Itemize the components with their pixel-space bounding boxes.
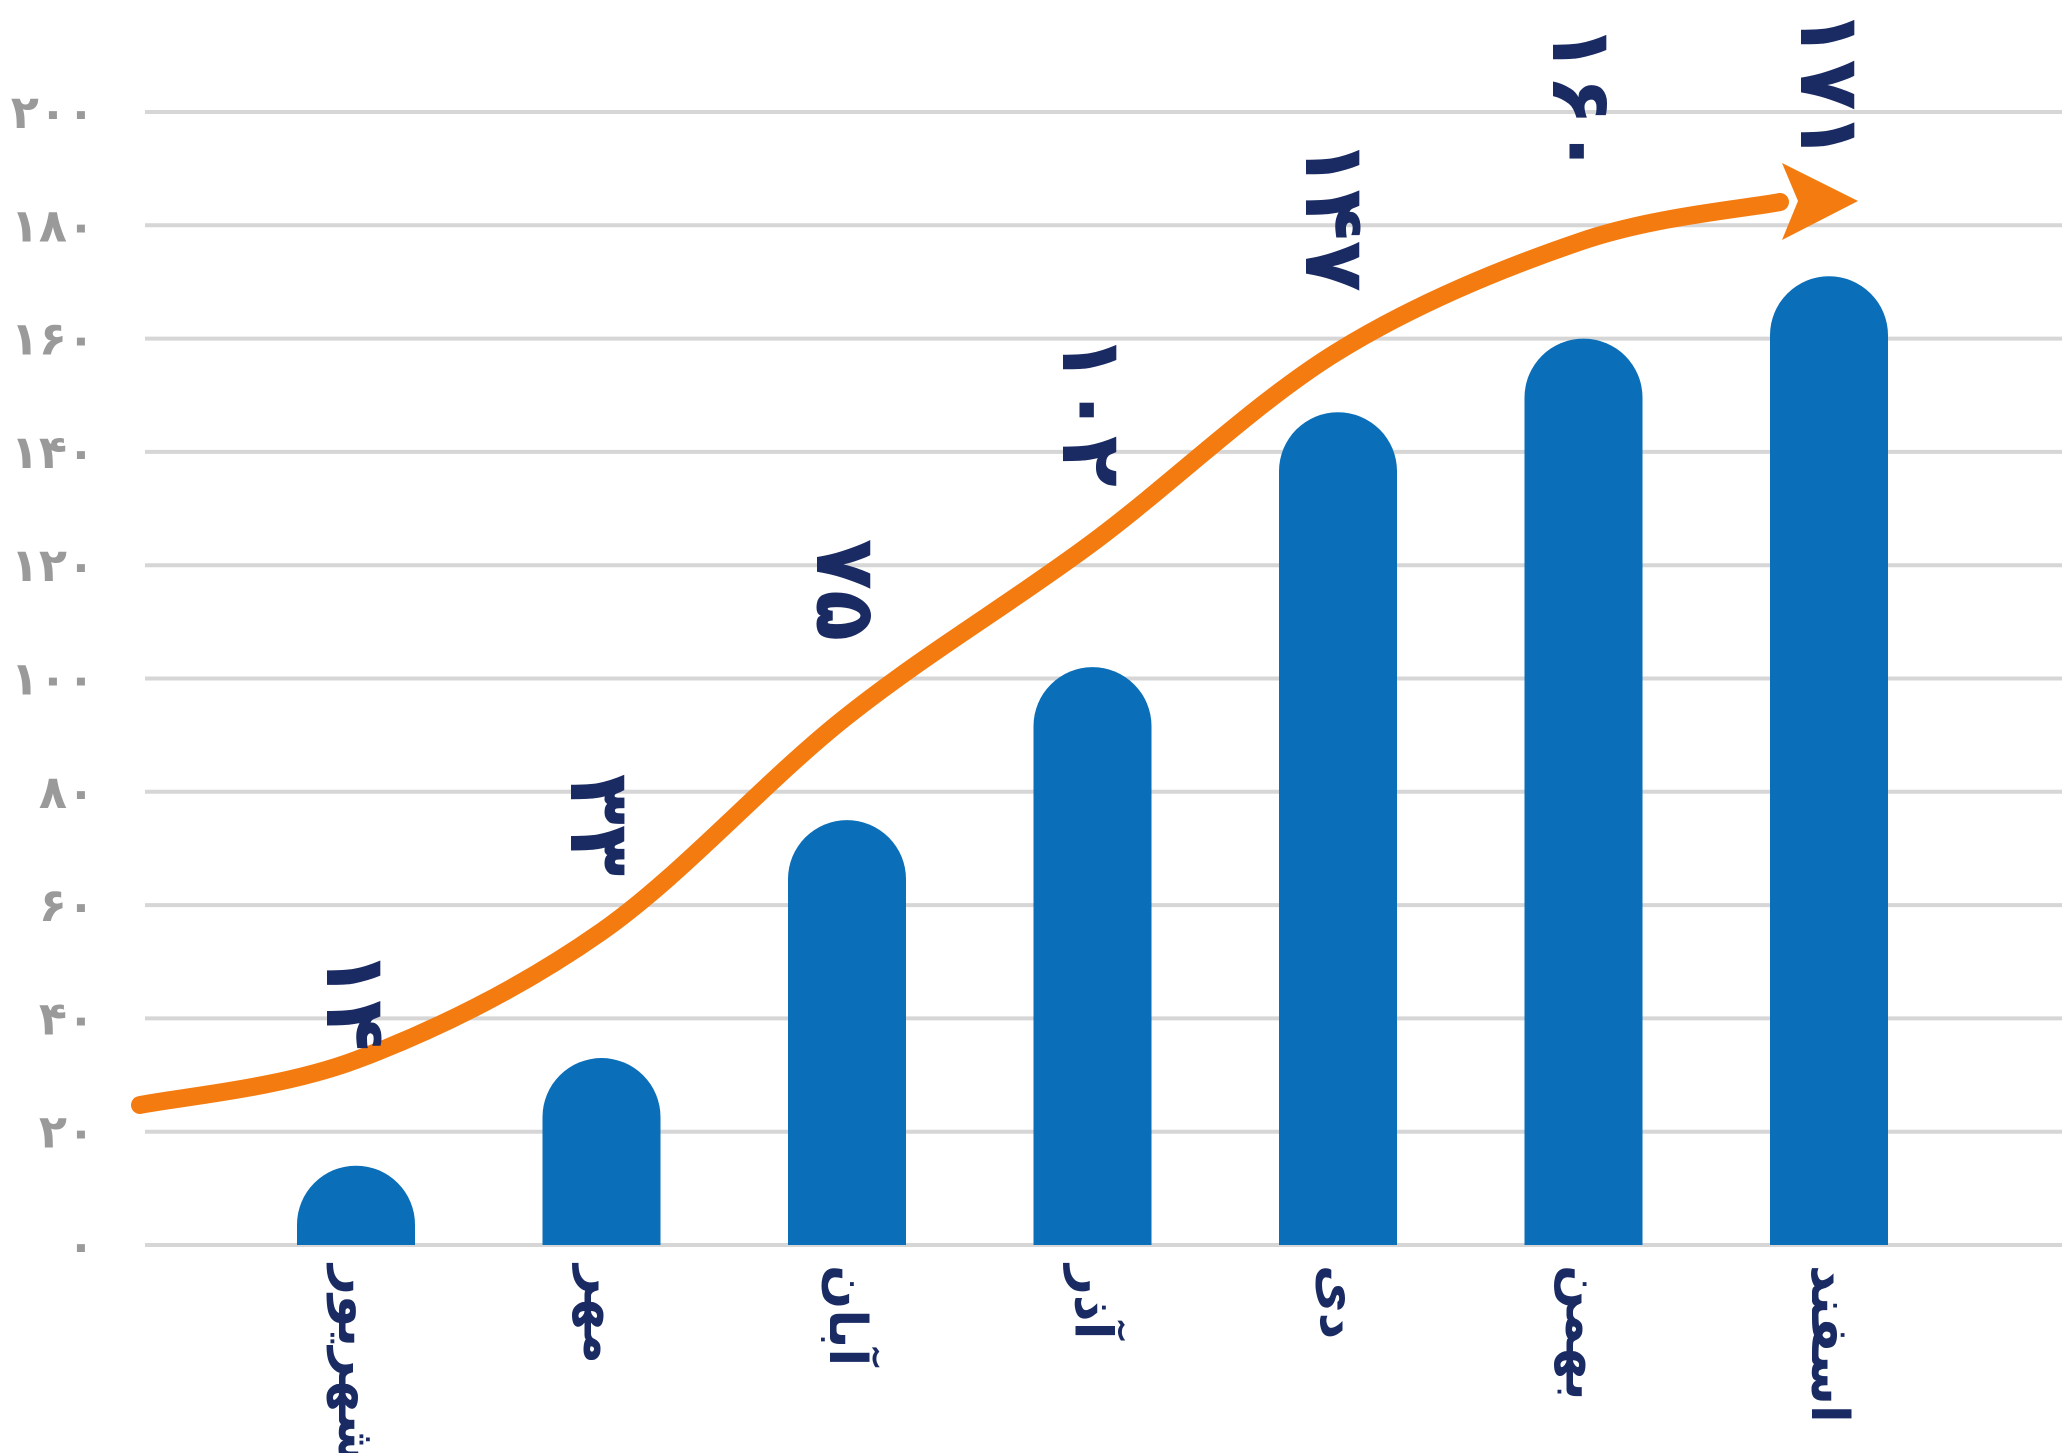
x-tick-label: مهر (572, 1262, 632, 1364)
y-tick-label: ۱۸۰ (11, 198, 95, 252)
bar (1524, 338, 1643, 1246)
x-tick-label: شهریور (326, 1262, 386, 1453)
bars (297, 276, 1888, 1246)
x-tick-label: آذر (1063, 1262, 1126, 1341)
bar (1033, 667, 1152, 1245)
bar (788, 820, 906, 1245)
y-tick-label: ۰ (67, 1218, 95, 1272)
y-tick-label: ۱۰۰ (11, 652, 95, 706)
data-labels: ۱۴ ۳۳ ۷۵ ۱۰۲ ۱۴۷ ۱۶۰ ۱۷۱ (307, 8, 1879, 1051)
bar (542, 1058, 661, 1245)
bar (1770, 276, 1888, 1245)
y-tick-label: ۱۲۰ (11, 538, 95, 592)
bar (297, 1165, 415, 1245)
data-label: ۱۰۲ (1043, 333, 1141, 487)
y-tick-label: ۶۰ (39, 878, 95, 932)
trend-arrow (131, 193, 1789, 1114)
x-tick-label: دی (1308, 1265, 1368, 1339)
data-label: ۱۴۷ (1286, 138, 1384, 292)
x-tick-label: اسفند (1799, 1265, 1859, 1423)
y-axis-ticks: ۰ ۲۰ ۴۰ ۶۰ ۸۰ ۱۰۰ ۱۲۰ ۱۴۰ ۱۶۰ ۱۸۰ ۲۰۰ (11, 85, 95, 1272)
data-label: ۱۷۱ (1781, 8, 1879, 162)
y-tick-label: ۸۰ (39, 765, 95, 819)
x-tick-label: آبان (817, 1265, 880, 1367)
y-tick-label: ۲۰۰ (11, 85, 95, 139)
y-tick-label: ۲۰ (39, 1105, 95, 1159)
x-tick-label: بهمن (1554, 1265, 1614, 1401)
data-label: ۷۵ (797, 539, 895, 642)
y-tick-label: ۴۰ (39, 991, 95, 1045)
trend-arrowhead (1782, 163, 1858, 240)
data-label: ۳۳ (551, 774, 649, 877)
data-label: ۱۴ (307, 949, 405, 1052)
y-tick-label: ۱۴۰ (11, 425, 95, 479)
y-tick-label: ۱۶۰ (11, 312, 95, 366)
data-label: ۱۶۰ (1533, 23, 1631, 177)
bar (1279, 412, 1397, 1245)
x-axis-ticks: شهریور مهر آبان آذر دی بهمن اسفند (326, 1262, 1859, 1453)
